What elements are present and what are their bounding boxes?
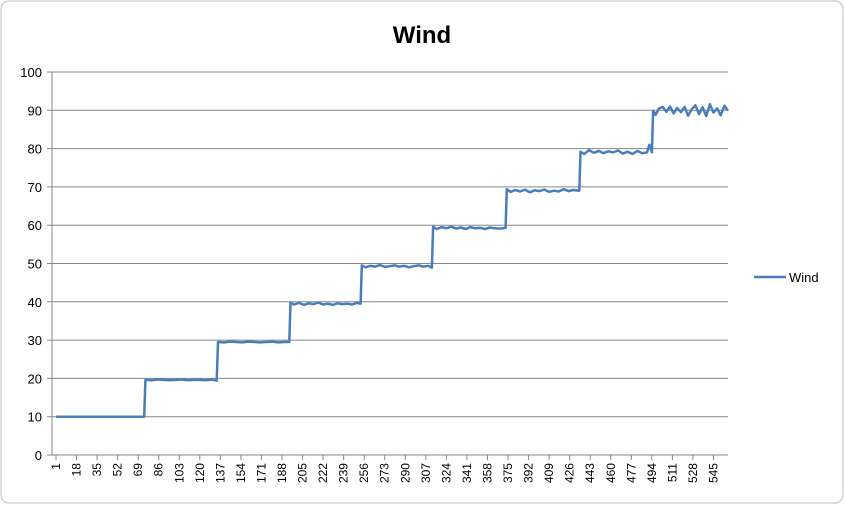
y-tick-label: 70: [28, 180, 42, 195]
y-tick-label: 20: [28, 371, 42, 386]
x-tick-label: 324: [439, 463, 453, 483]
x-tick-label: 18: [70, 463, 84, 477]
x-tick-label: 341: [460, 463, 474, 483]
x-tick-label: 545: [706, 463, 720, 483]
x-tick-label: 35: [90, 463, 104, 477]
y-tick-label: 30: [28, 333, 42, 348]
legend-label: Wind: [789, 270, 819, 285]
y-tick-label: 50: [28, 257, 42, 272]
x-tick-label: 290: [398, 463, 412, 483]
x-tick-label: 256: [357, 463, 371, 483]
x-tick-label: 511: [665, 463, 679, 482]
data-line: [56, 102, 730, 418]
x-tick-label: 1: [49, 463, 63, 470]
x-tick-label: 494: [645, 463, 659, 483]
x-tick-label: 358: [480, 463, 494, 483]
x-tick-label: 409: [542, 463, 556, 483]
y-tick-label: 60: [28, 218, 42, 233]
x-tick-label: 103: [172, 463, 186, 483]
y-tick-label: 100: [20, 65, 42, 80]
y-tick-label: 10: [28, 410, 42, 425]
x-tick-label: 120: [193, 463, 207, 483]
x-tick-label: 137: [213, 463, 227, 483]
y-tick-label: 90: [28, 103, 42, 118]
x-tick-label: 426: [563, 463, 577, 483]
x-tick-label: 86: [152, 463, 166, 477]
x-tick-label: 188: [275, 463, 289, 483]
x-tick-label: 528: [686, 463, 700, 483]
chart-title: Wind: [393, 22, 451, 49]
x-tick-label: 375: [501, 463, 515, 483]
x-tick-label: 52: [111, 463, 125, 477]
x-tick-label: 205: [296, 463, 310, 483]
x-tick-label: 154: [234, 463, 248, 483]
x-tick-label: 69: [131, 463, 145, 477]
x-tick-label: 460: [604, 463, 618, 483]
y-tick-label: 0: [35, 448, 42, 463]
x-tick-label: 307: [419, 463, 433, 483]
x-tick-label: 273: [378, 463, 392, 483]
x-tick-label: 171: [254, 463, 268, 483]
x-tick-label: 392: [522, 463, 536, 483]
y-tick-label: 80: [28, 142, 42, 157]
x-tick-label: 443: [583, 463, 597, 483]
x-tick-label: 239: [337, 463, 351, 483]
x-tick-label: 222: [316, 463, 330, 483]
y-tick-label: 40: [28, 295, 42, 310]
x-tick-label: 477: [624, 463, 638, 483]
